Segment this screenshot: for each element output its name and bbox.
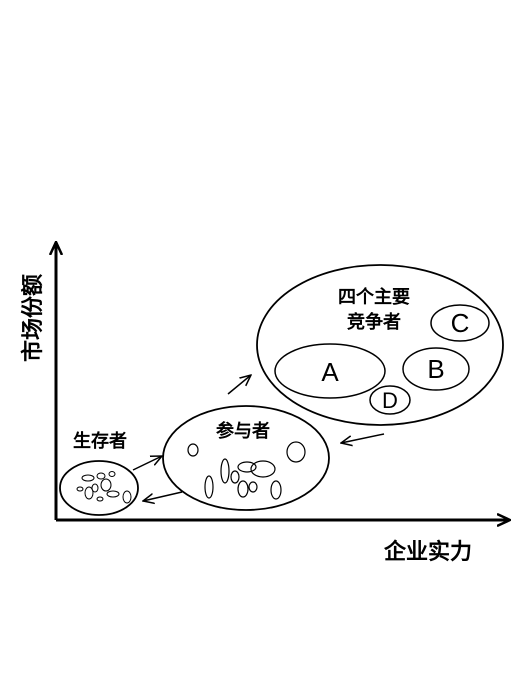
main-competitors-label-line1: 四个主要 bbox=[338, 286, 410, 308]
y-axis-label: 市场份额 bbox=[20, 274, 46, 362]
competitor-d-ellipse bbox=[369, 385, 411, 415]
arrow-main-to-participants bbox=[341, 433, 385, 443]
arrow-participants-to-survivors bbox=[143, 491, 183, 501]
competitor-a-ellipse bbox=[274, 343, 386, 399]
competitor-b-ellipse bbox=[402, 347, 470, 391]
participants-label: 参与者 bbox=[216, 420, 270, 442]
competitor-c-ellipse bbox=[430, 304, 490, 342]
survivors-firms bbox=[76, 471, 132, 504]
main-competitors-ellipse bbox=[256, 264, 504, 426]
participants-group: 参与者 bbox=[162, 405, 330, 511]
participants-firms bbox=[187, 441, 306, 500]
x-axis-label: 企业实力 bbox=[383, 539, 472, 565]
survivors-label: 生存者 bbox=[73, 430, 127, 452]
competitor-d-label: D bbox=[382, 388, 398, 413]
competitor-c-label: C bbox=[451, 308, 470, 338]
survivors-group: 生存者 bbox=[59, 430, 139, 516]
survivors-ellipse bbox=[59, 460, 139, 516]
main-competitors-group: 四个主要 竞争者 C A B D bbox=[256, 264, 504, 426]
arrow-survivors-to-participants bbox=[132, 456, 162, 471]
competitor-a-label: A bbox=[321, 357, 339, 387]
arrow-participants-to-main bbox=[227, 375, 251, 395]
competitor-b-label: B bbox=[427, 354, 444, 384]
main-competitors-label-line2: 竞争者 bbox=[347, 311, 401, 333]
